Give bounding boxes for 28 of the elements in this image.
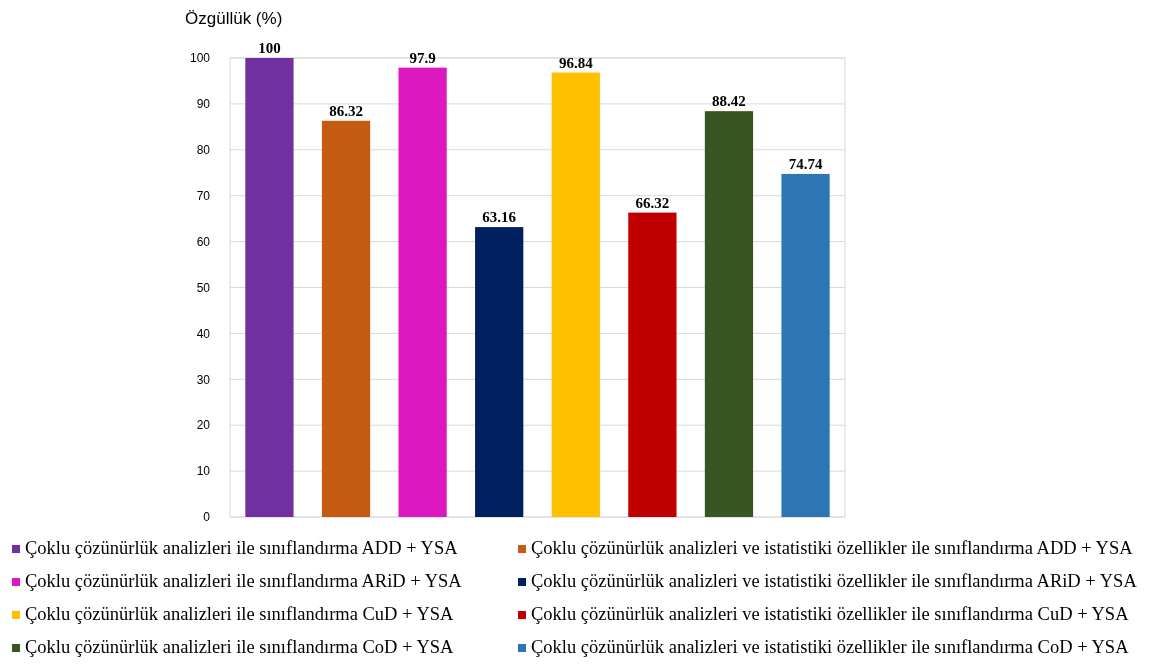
y-tick-label: 100 [189,51,211,66]
y-tick-label: 0 [203,510,211,525]
data-label: 96.84 [558,54,594,71]
data-label: 88.42 [712,93,746,110]
data-label: 63.16 [482,209,517,226]
legend-label: Çoklu çözünürlük analizleri ve istatistiki özellikler ile sınıflandırma CoD + YSA [531,637,1130,657]
y-tick-label: 50 [196,280,211,295]
y-tick-label: 40 [196,326,211,341]
legend-label: Çoklu çözünürlük analizleri ve istatistiki özellikler ile sınıflandırma ADD + YSA [531,538,1134,558]
legend-label: Çoklu çözünürlük analizleri ile sınıflandırma CoD + YSA [25,637,455,657]
y-tick-label: 90 [196,97,211,112]
legend-label: Çoklu çözünürlük analizleri ile sınıflandırma ARiD + YSA [25,571,463,591]
y-tick-label: 30 [196,372,211,387]
data-label: 66.32 [635,194,670,211]
y-tick-label: 20 [196,418,211,433]
y-tick-label: 70 [196,188,211,203]
data-label: 74.74 [788,155,823,172]
y-axis-title: Özgüllük (%) [185,9,283,28]
legend-label: Çoklu çözünürlük analizleri ve istatistiki özellikler ile sınıflandırma ARiD + YSA [531,571,1138,591]
y-tick-label: 60 [196,234,211,249]
data-label: 97.9 [409,49,436,66]
legend-label: Çoklu çözünürlük analizleri ile sınıflandırma CuD + YSA [25,604,455,624]
y-tick-label: 80 [196,143,211,157]
legend-label: Çoklu çözünürlük analizleri ve istatistiki özellikler ile sınıflandırma CuD + YSA [531,604,1130,624]
data-label: 86.32 [329,102,363,119]
y-tick-label: 10 [196,464,211,479]
data-label: 100 [258,40,281,56]
legend-label: Çoklu çözünürlük analizleri ile sınıflandırma ADD + YSA [25,538,459,558]
